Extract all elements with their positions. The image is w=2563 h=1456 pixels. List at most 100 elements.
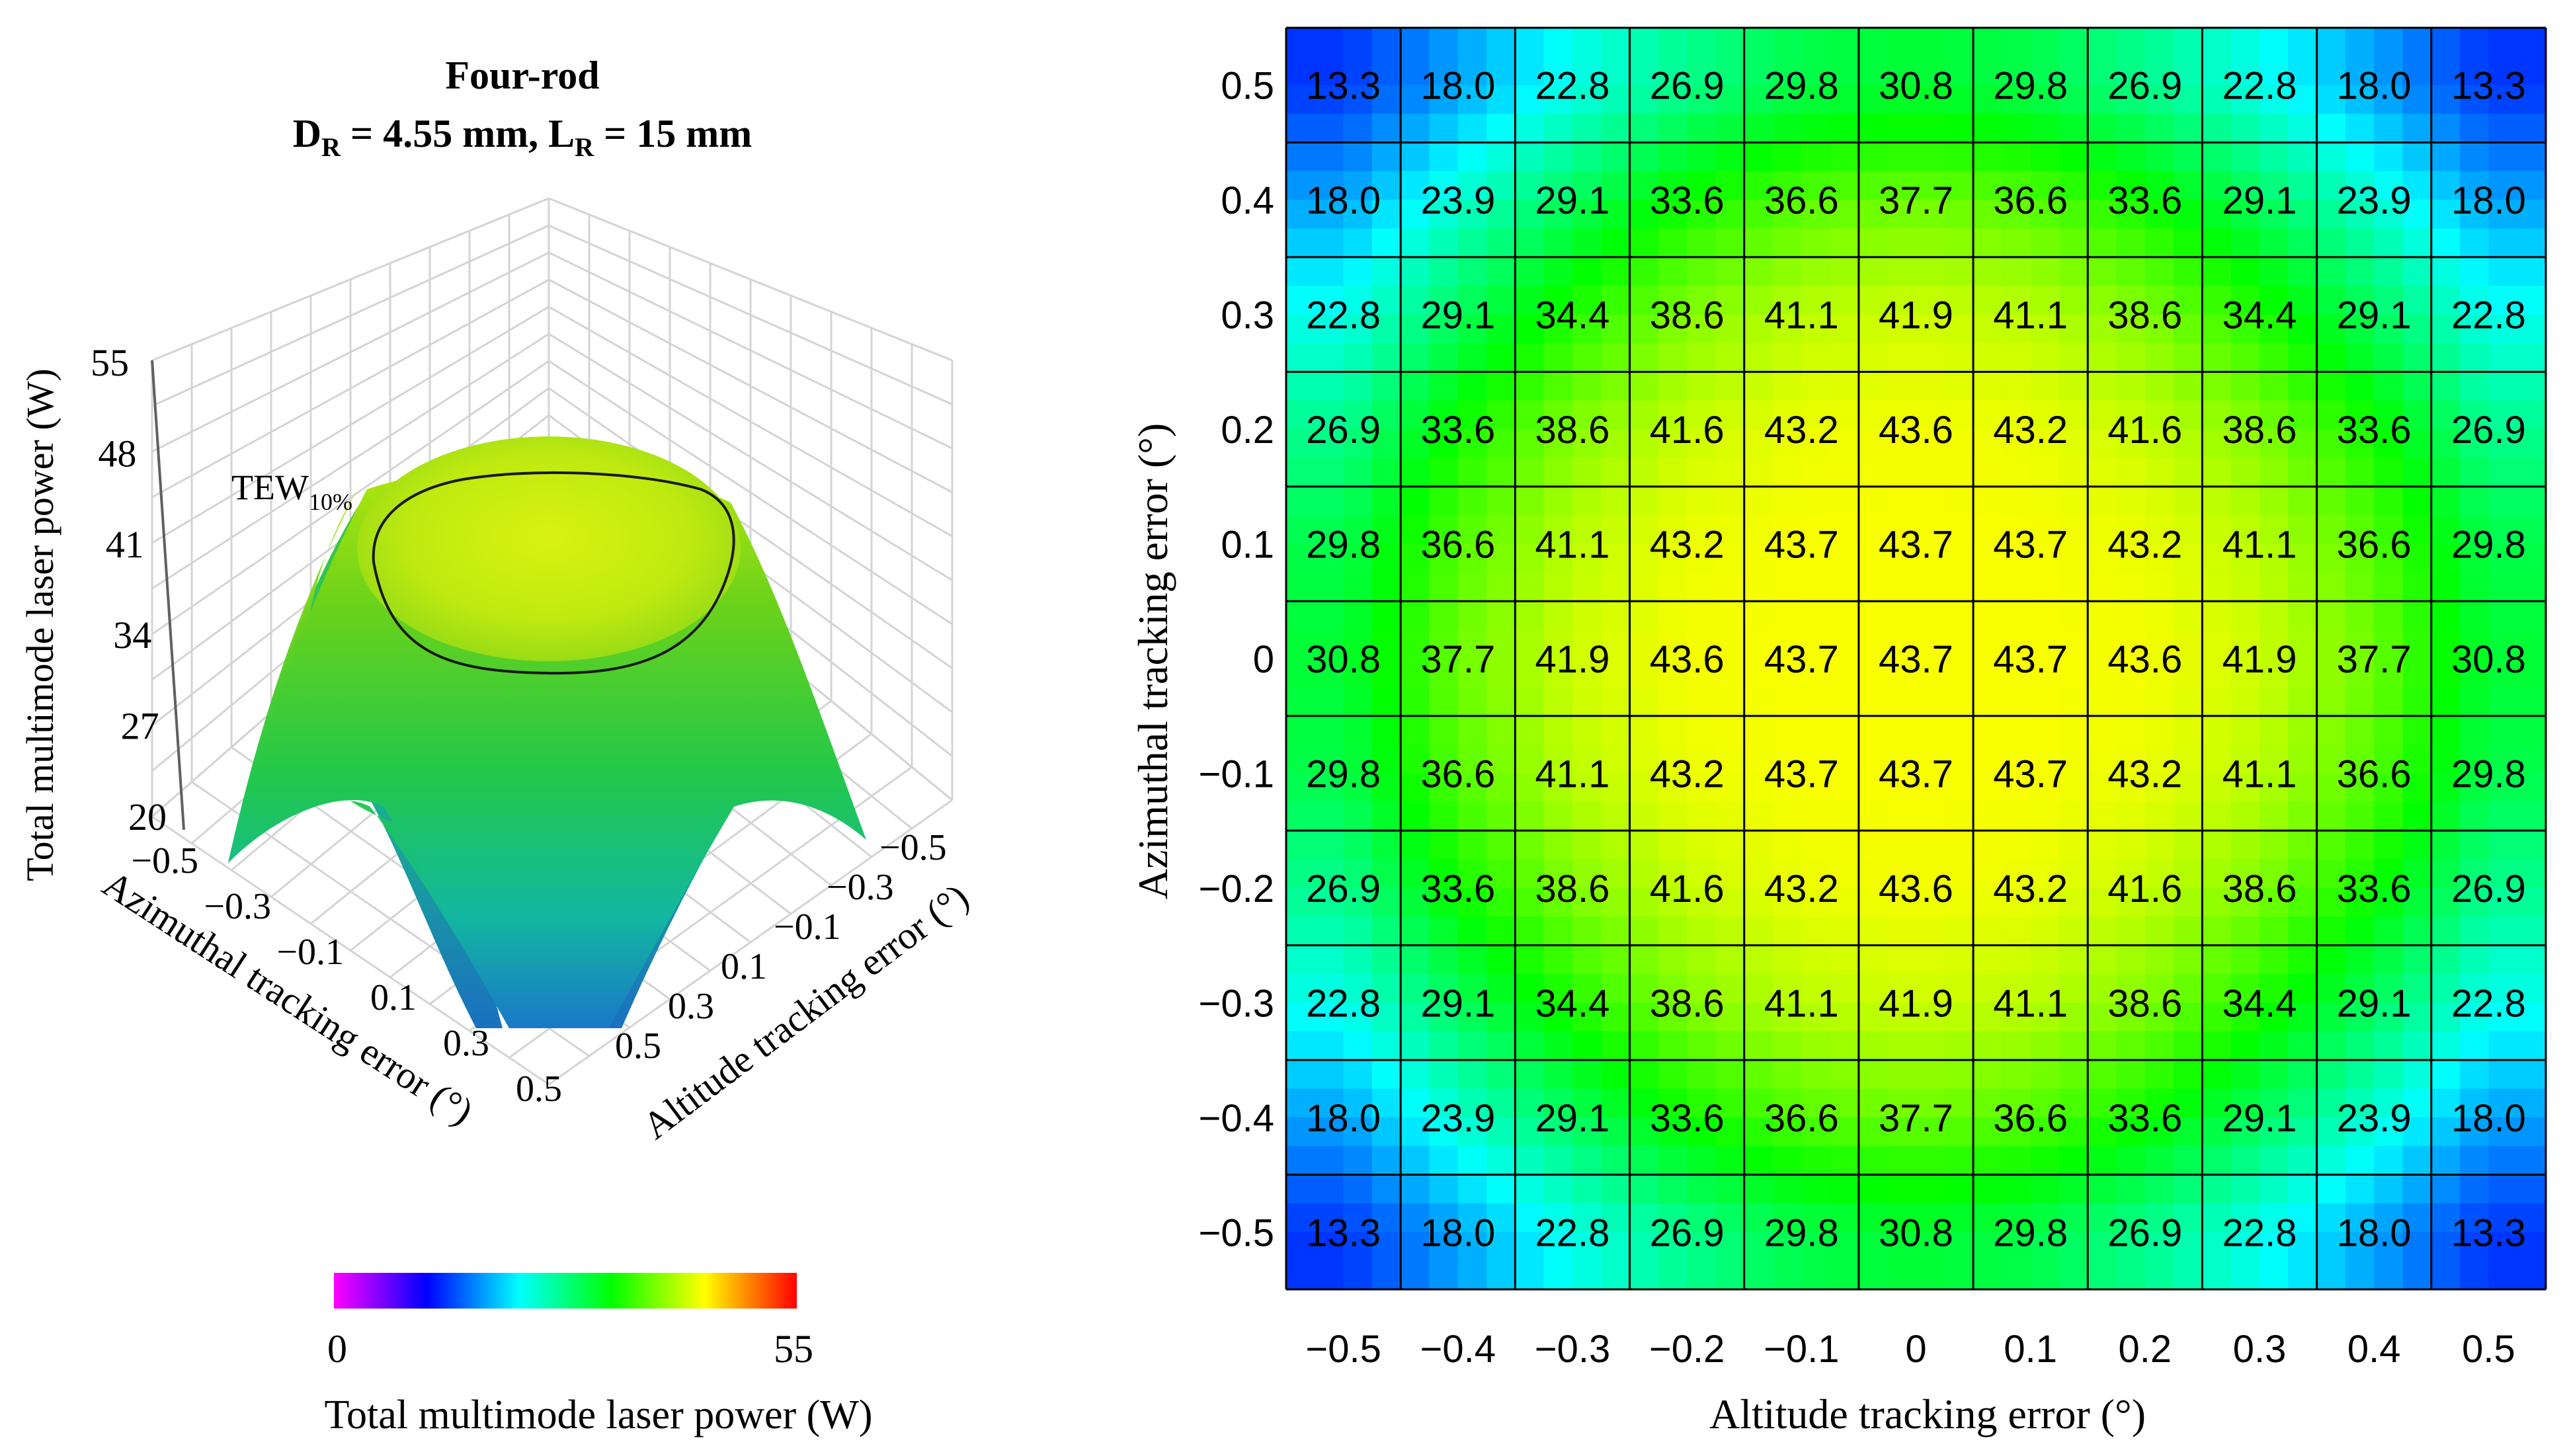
heatmap-cell-fill bbox=[2431, 745, 2461, 774]
heatmap-cell-fill bbox=[1315, 659, 1344, 688]
heatmap-cell-fill bbox=[1601, 773, 1631, 803]
heatmap-cell-fill bbox=[2058, 1088, 2088, 1118]
heatmap-value: 33.6 bbox=[2337, 409, 2412, 452]
heatmap-cell-fill bbox=[1916, 1088, 1945, 1118]
heatmap-cell-fill bbox=[2345, 601, 2375, 631]
heatmap-cell-fill bbox=[1515, 1060, 1545, 1090]
heatmap-cell-fill bbox=[1830, 945, 1859, 975]
heatmap-cell-fill bbox=[1286, 773, 1315, 803]
heatmap-cell-fill bbox=[1858, 343, 1888, 372]
heatmap-cell-fill bbox=[2088, 114, 2117, 143]
heatmap-cell-fill bbox=[2259, 486, 2289, 516]
heatmap-cell-fill bbox=[2374, 200, 2404, 229]
heatmap-cell-fill bbox=[1916, 801, 1945, 831]
heatmap-x-tick: 0.4 bbox=[2347, 1328, 2401, 1371]
heatmap-cell-fill bbox=[1343, 429, 1373, 459]
heatmap-cell-fill bbox=[1916, 687, 1945, 717]
heatmap-cell-fill bbox=[1429, 114, 1459, 143]
heatmap-cell-fill bbox=[2288, 515, 2318, 545]
heatmap-cell-fill bbox=[1629, 916, 1659, 946]
heatmap-cell-fill bbox=[1773, 1117, 1802, 1147]
heatmap-cell-fill bbox=[1687, 572, 1717, 602]
heatmap-cell-fill bbox=[1887, 544, 1917, 573]
heatmap-cell-fill bbox=[1887, 1117, 1917, 1147]
heatmap-cell-fill bbox=[1543, 257, 1573, 286]
heatmap-cell-fill bbox=[1401, 228, 1430, 258]
heatmap-cell-fill bbox=[1973, 801, 2002, 831]
heatmap-cell-fill bbox=[2402, 830, 2432, 860]
heatmap-cell-fill bbox=[1773, 1031, 1802, 1061]
heatmap-cell-fill bbox=[1601, 572, 1631, 602]
heatmap-cell-fill bbox=[1401, 974, 1430, 1003]
heatmap-cell-fill bbox=[2116, 28, 2146, 57]
heatmap-cell-fill bbox=[1715, 286, 1745, 315]
heatmap-cell-fill bbox=[1801, 773, 1831, 803]
heatmap-cell-fill bbox=[1916, 945, 1945, 975]
heatmap-cell-fill bbox=[2202, 1031, 2232, 1061]
heatmap-cell-fill bbox=[1515, 85, 1545, 114]
heatmap-cell-fill bbox=[1515, 1260, 1545, 1290]
heatmap-cell-fill bbox=[1401, 257, 1430, 286]
heatmap-cell-fill bbox=[1429, 228, 1459, 258]
heatmap-cell-fill bbox=[1572, 429, 1602, 459]
heatmap-cell-fill bbox=[1773, 56, 1802, 86]
heatmap-cell-fill bbox=[1629, 687, 1659, 717]
heatmap-cell-fill bbox=[2116, 56, 2146, 86]
heatmap-cell-fill bbox=[2259, 1203, 2289, 1233]
heatmap-cell-fill bbox=[2058, 1232, 2088, 1262]
heatmap-cell-fill bbox=[2058, 314, 2088, 344]
heatmap-cell-fill bbox=[1629, 715, 1659, 745]
heatmap-cell-fill bbox=[2088, 85, 2117, 114]
heatmap-cell-fill bbox=[1515, 974, 1545, 1003]
heatmap-cell-fill bbox=[2058, 629, 2088, 659]
heatmap-cell-fill bbox=[2002, 85, 2031, 114]
heatmap-cell-fill bbox=[1801, 687, 1831, 717]
heatmap-cell-fill bbox=[1457, 1002, 1487, 1032]
heatmap-cell-fill bbox=[1887, 745, 1917, 774]
heatmap-cell-fill bbox=[1658, 486, 1688, 516]
heatmap-cell-fill bbox=[1371, 1088, 1401, 1118]
heatmap-cell-fill bbox=[1601, 859, 1631, 889]
heatmap-cell-fill bbox=[2088, 257, 2117, 286]
heatmap-cell-fill bbox=[2431, 1174, 2461, 1204]
heatmap-cell-fill bbox=[2174, 515, 2203, 545]
heatmap-cell-fill bbox=[2174, 830, 2203, 860]
heatmap-cell-fill bbox=[1371, 142, 1401, 172]
heatmap-cell-fill bbox=[1486, 572, 1516, 602]
heatmap-cell-fill bbox=[2431, 1260, 2461, 1290]
heatmap-cell-fill bbox=[1973, 1203, 2002, 1233]
heatmap-cell-fill bbox=[1572, 85, 1602, 114]
heatmap-cell-fill bbox=[1371, 974, 1401, 1003]
heatmap-cell-fill bbox=[1858, 887, 1888, 917]
heatmap-cell-fill bbox=[1486, 916, 1516, 946]
heatmap-cell-fill bbox=[1601, 1146, 1631, 1176]
heatmap-cell-fill bbox=[1887, 1031, 1917, 1061]
heatmap-cell-fill bbox=[2316, 544, 2346, 573]
heatmap-cell-fill bbox=[1486, 515, 1516, 545]
heatmap-cell-fill bbox=[1658, 1002, 1688, 1032]
heatmap-cell-fill bbox=[2230, 515, 2260, 545]
heatmap-cell-fill bbox=[2030, 228, 2060, 258]
heatmap-cell-fill bbox=[1601, 28, 1631, 57]
heatmap-cell-fill bbox=[2230, 801, 2260, 831]
heatmap-cell-fill bbox=[1429, 314, 1459, 344]
heatmap-cell-fill bbox=[1887, 945, 1917, 975]
heatmap-cell-fill bbox=[1801, 801, 1831, 831]
heatmap-cell-fill bbox=[2144, 1060, 2174, 1090]
surface-mesh bbox=[228, 436, 866, 1028]
heatmap-cell-fill bbox=[1744, 887, 1773, 917]
heatmap-cell-fill bbox=[2259, 171, 2289, 200]
heatmap-cell-fill bbox=[1572, 515, 1602, 545]
heatmap-value: 22.8 bbox=[1306, 294, 1381, 337]
heatmap-cell-fill bbox=[2316, 458, 2346, 487]
heatmap-cell-fill bbox=[1457, 286, 1487, 315]
azimuthal-axis-ticks: −0.5−0.3−0.10.10.30.5 bbox=[131, 840, 562, 1110]
heatmap-cell-fill bbox=[2288, 715, 2318, 745]
heatmap-cell-fill bbox=[1457, 945, 1487, 975]
heatmap-cell-fill bbox=[2259, 572, 2289, 602]
heatmap-cell-fill bbox=[2460, 801, 2490, 831]
heatmap-cell-fill bbox=[1629, 830, 1659, 860]
heatmap-cell-fill bbox=[1429, 56, 1459, 86]
heatmap-cell-fill bbox=[2517, 171, 2546, 200]
heatmap-cell-fill bbox=[1658, 343, 1688, 372]
